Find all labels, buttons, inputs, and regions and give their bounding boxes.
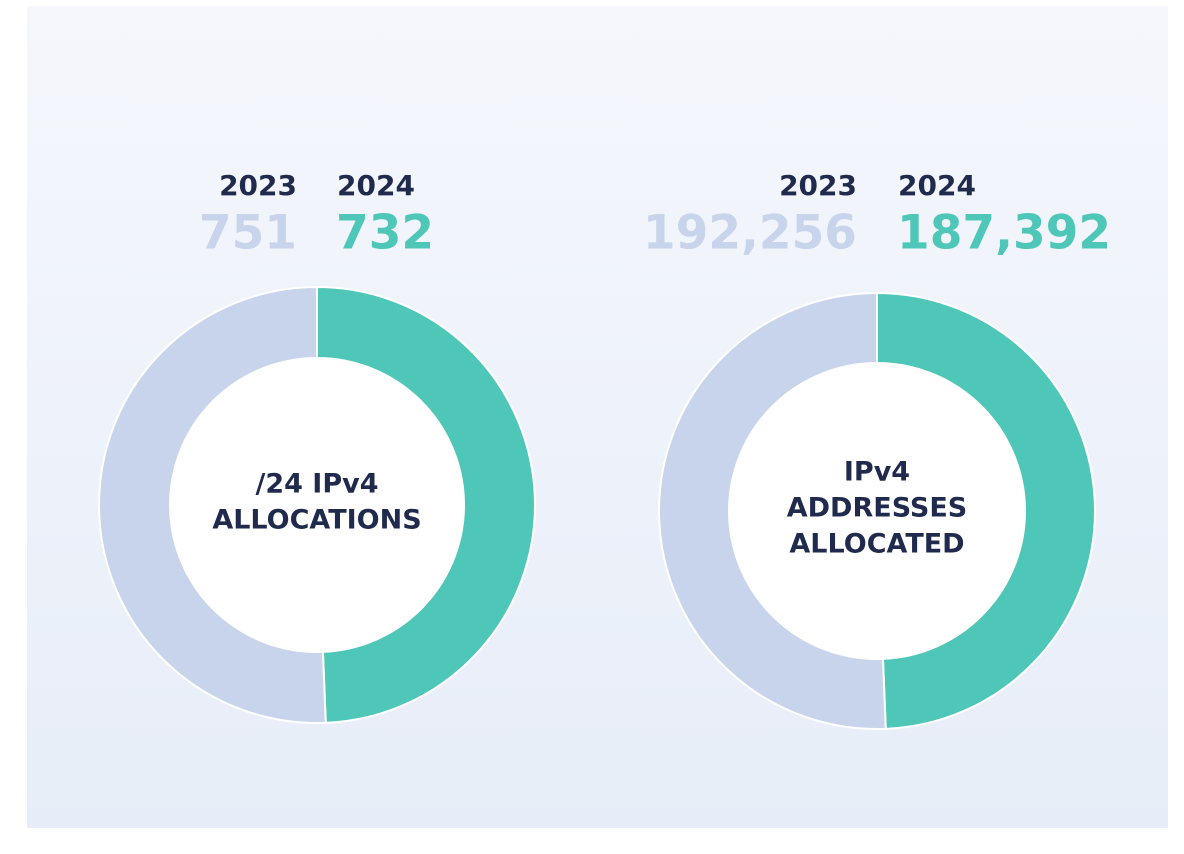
year-label: 2024 [337, 169, 415, 202]
value-label: 732 [336, 206, 434, 261]
value-label: 192,256 [643, 206, 857, 261]
center-label: ALLOCATED [789, 529, 964, 560]
center-label: ALLOCATIONS [212, 505, 421, 536]
donut-hole [170, 358, 464, 652]
value-label: 751 [199, 206, 297, 261]
year-label: 2023 [219, 169, 297, 202]
year-label: 2023 [779, 169, 857, 202]
center-label: IPv4 [844, 457, 910, 488]
center-label: ADDRESSES [787, 493, 968, 524]
center-label: /24 IPv4 [255, 469, 378, 500]
year-label: 2024 [898, 169, 976, 202]
donut-hole [729, 363, 1025, 659]
value-label: 187,392 [897, 206, 1111, 261]
